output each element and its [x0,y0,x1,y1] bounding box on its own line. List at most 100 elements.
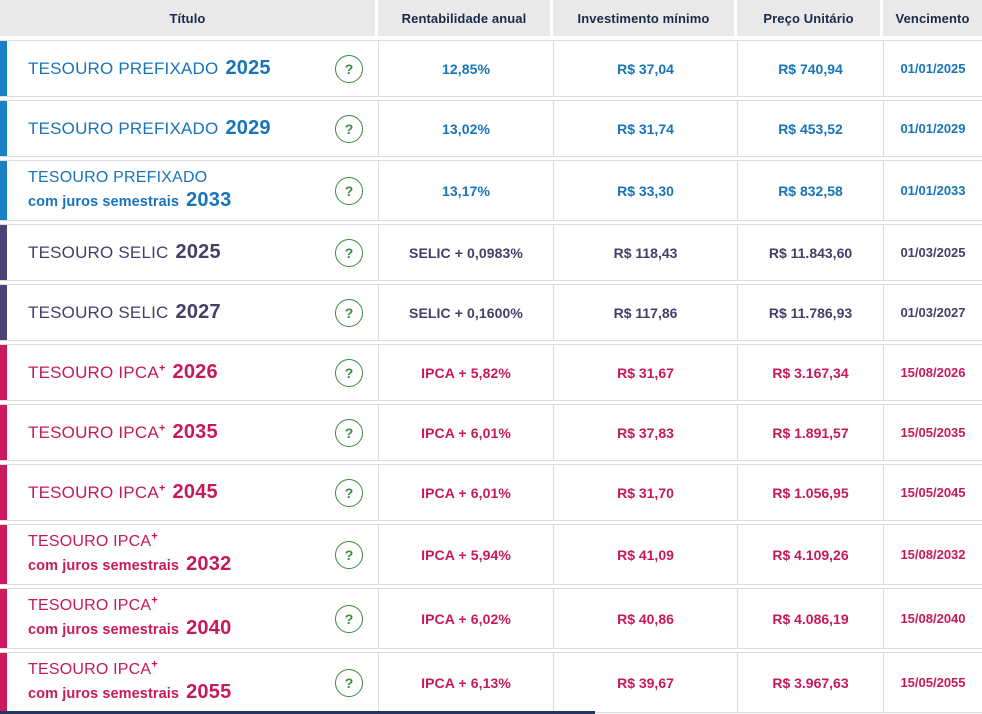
bond-title: TESOURO IPCA+ com juros semestrais 2055 [28,659,232,704]
table-row[interactable]: TESOURO IPCA+ 2035 ? IPCA + 6,01% R$ 37,8… [0,404,982,461]
bond-name: TESOURO IPCA [28,362,159,382]
unit-price-cell: R$ 11.786,93 [737,285,883,340]
unit-price-cell: R$ 4.086,19 [737,589,883,648]
bond-title: TESOURO IPCA+ com juros semestrais 2040 [28,595,232,640]
annual-rate-cell: 13,02% [378,101,553,156]
min-investment-cell: R$ 31,74 [553,101,737,156]
table-row[interactable]: TESOURO PREFIXADO 2025 ? 12,85% R$ 37,04 … [0,40,982,97]
title-cell: TESOURO IPCA+ com juros semestrais 2055 ? [0,653,378,712]
unit-price-cell: R$ 1.056,95 [737,465,883,520]
table-row[interactable]: TESOURO IPCA+ 2026 ? IPCA + 5,82% R$ 31,6… [0,344,982,401]
bond-table: TESOURO PREFIXADO 2025 ? 12,85% R$ 37,04 … [0,40,982,713]
unit-price-cell: R$ 453,52 [737,101,883,156]
title-cell: TESOURO SELIC 2025 ? [0,225,378,280]
bond-color-bar [0,41,7,96]
annual-rate-cell: IPCA + 6,13% [378,653,553,712]
column-header: Preço Unitário [737,0,880,36]
bond-title: TESOURO IPCA+ 2045 [28,481,218,505]
help-question-icon[interactable]: ? [335,668,363,697]
bond-title: TESOURO PREFIXADO 2029 [28,117,271,141]
annual-rate-cell: IPCA + 6,01% [378,405,553,460]
min-investment-cell: R$ 37,83 [553,405,737,460]
bond-color-bar [0,285,7,340]
table-row[interactable]: TESOURO SELIC 2027 ? SELIC + 0,1600% R$ 1… [0,284,982,341]
annual-rate-cell: SELIC + 0,1600% [378,285,553,340]
bond-title: TESOURO SELIC 2027 [28,301,221,325]
table-header: Título Rentabilidade anual Investimento mí… [0,0,982,36]
title-cell: TESOURO IPCA+ 2045 ? [0,465,378,520]
plus-superscript: + [158,362,166,375]
table-row[interactable]: TESOURO PREFIXADO 2029 ? 13,02% R$ 31,74 … [0,100,982,157]
maturity-cell: 01/01/2025 [883,41,982,96]
help-question-icon[interactable]: ? [335,540,363,569]
bond-year: 2035 [172,420,218,443]
min-investment-cell: R$ 31,67 [553,345,737,400]
table-row[interactable]: TESOURO IPCA+ com juros semestrais 2040 ?… [0,588,982,649]
unit-price-cell: R$ 832,58 [737,161,883,220]
footer-strip [0,711,595,714]
title-cell: TESOURO PREFIXADO 2029 ? [0,101,378,156]
maturity-cell: 01/01/2029 [883,101,982,156]
bond-color-bar [0,525,7,584]
annual-rate-cell: IPCA + 5,94% [378,525,553,584]
title-cell: TESOURO IPCA+ com juros semestrais 2032 ? [0,525,378,584]
maturity-cell: 01/03/2027 [883,285,982,340]
unit-price-cell: R$ 11.843,60 [737,225,883,280]
annual-rate-cell: 13,17% [378,161,553,220]
min-investment-cell: R$ 33,30 [553,161,737,220]
title-cell: TESOURO IPCA+ 2035 ? [0,405,378,460]
plus-superscript: + [158,422,166,435]
help-question-icon[interactable]: ? [335,298,363,327]
table-row[interactable]: TESOURO PREFIXADO com juros semestrais 20… [0,160,982,221]
bond-year: 2025 [225,56,271,79]
annual-rate-cell: SELIC + 0,0983% [378,225,553,280]
bond-color-bar [0,589,7,648]
bond-name: TESOURO SELIC [28,302,169,322]
unit-price-cell: R$ 1.891,57 [737,405,883,460]
bond-name: TESOURO IPCA [28,422,159,442]
maturity-cell: 15/08/2040 [883,589,982,648]
table-row[interactable]: TESOURO IPCA+ com juros semestrais 2032 ?… [0,524,982,585]
bond-year: 2045 [172,480,218,503]
bond-year: 2027 [175,300,221,323]
help-question-icon[interactable]: ? [335,114,363,143]
help-question-icon[interactable]: ? [335,418,363,447]
bond-year: 2025 [175,240,221,263]
annual-rate-cell: IPCA + 6,01% [378,465,553,520]
help-question-icon[interactable]: ? [335,176,363,205]
bond-year: 2040 [186,616,232,639]
title-cell: TESOURO SELIC 2027 ? [0,285,378,340]
help-question-icon[interactable]: ? [335,358,363,387]
table-row[interactable]: TESOURO IPCA+ com juros semestrais 2055 ?… [0,652,982,713]
bond-subtitle: com juros semestrais [28,621,180,638]
help-question-icon[interactable]: ? [335,238,363,267]
table-row[interactable]: TESOURO SELIC 2025 ? SELIC + 0,0983% R$ 1… [0,224,982,281]
bond-year: 2032 [186,552,232,575]
bond-subtitle: com juros semestrais [28,685,180,702]
maturity-cell: 15/05/2035 [883,405,982,460]
maturity-cell: 15/08/2026 [883,345,982,400]
min-investment-cell: R$ 39,67 [553,653,737,712]
bond-name: TESOURO IPCA [28,660,152,678]
column-header: Investimento mínimo [553,0,734,36]
column-header: Rentabilidade anual [378,0,550,36]
min-investment-cell: R$ 117,86 [553,285,737,340]
help-question-icon[interactable]: ? [335,478,363,507]
bond-color-bar [0,653,7,712]
maturity-cell: 15/05/2045 [883,465,982,520]
title-cell: TESOURO PREFIXADO com juros semestrais 20… [0,161,378,220]
help-question-icon[interactable]: ? [335,604,363,633]
bond-color-bar [0,465,7,520]
bond-name: TESOURO SELIC [28,242,169,262]
bond-year: 2026 [172,360,218,383]
help-question-icon[interactable]: ? [335,54,363,83]
min-investment-cell: R$ 118,43 [553,225,737,280]
bond-year: 2029 [225,116,271,139]
bond-color-bar [0,225,7,280]
bond-year: 2055 [186,680,232,703]
bond-title: TESOURO IPCA+ com juros semestrais 2032 [28,530,232,576]
plus-superscript: + [151,530,158,543]
title-cell: TESOURO IPCA+ com juros semestrais 2040 ? [0,589,378,648]
title-cell: TESOURO IPCA+ 2026 ? [0,345,378,400]
table-row[interactable]: TESOURO IPCA+ 2045 ? IPCA + 6,01% R$ 31,7… [0,464,982,521]
